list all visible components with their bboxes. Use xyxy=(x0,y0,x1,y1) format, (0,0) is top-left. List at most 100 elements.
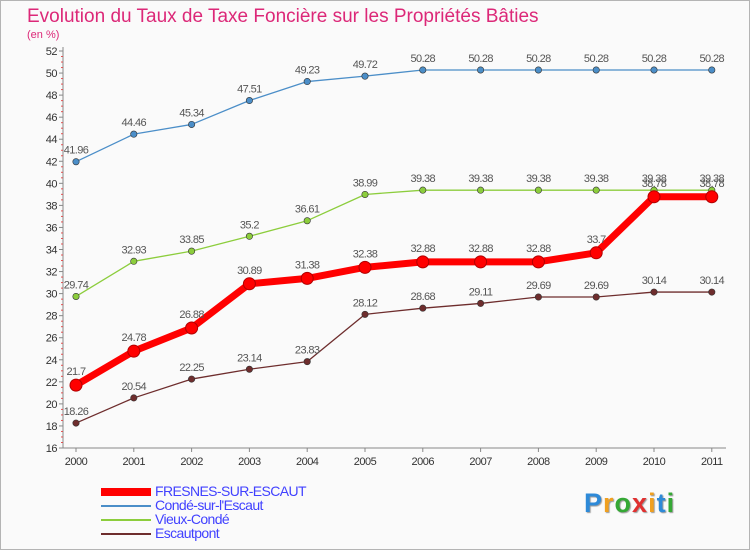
x-tick-label: 2005 xyxy=(354,456,377,468)
legend-swatch xyxy=(101,488,151,496)
y-tick-label: 42 xyxy=(46,156,58,168)
data-label: 30.89 xyxy=(237,265,262,277)
data-point xyxy=(69,378,83,392)
data-label: 32.88 xyxy=(468,243,493,255)
data-point xyxy=(361,310,369,318)
x-tick-label: 2007 xyxy=(469,456,492,468)
data-point xyxy=(245,232,253,240)
x-tick-label: 2003 xyxy=(238,456,261,468)
legend-item: Vieux-Condé xyxy=(101,511,401,527)
data-label: 32.38 xyxy=(353,248,378,260)
series-line-1 xyxy=(75,69,712,163)
data-point xyxy=(185,321,199,335)
data-point xyxy=(72,292,80,300)
data-point xyxy=(188,120,196,128)
data-label: 31.38 xyxy=(295,259,320,271)
data-label: 23.83 xyxy=(295,345,320,357)
data-point xyxy=(650,66,658,74)
data-point xyxy=(705,190,719,204)
legend-item: Escautpont xyxy=(101,525,401,541)
y-tick-label: 18 xyxy=(46,421,58,433)
data-label: 47.51 xyxy=(237,84,262,96)
y-tick-label: 40 xyxy=(46,178,58,190)
data-label: 50.28 xyxy=(642,53,667,65)
data-label: 30.14 xyxy=(700,275,725,287)
data-label: 23.14 xyxy=(237,352,262,364)
y-tick-label: 34 xyxy=(46,245,58,257)
data-label: 50.28 xyxy=(700,53,725,65)
data-label: 29.69 xyxy=(526,280,551,292)
data-label: 39.38 xyxy=(411,173,436,185)
data-label: 18.26 xyxy=(64,406,89,418)
data-label: 20.54 xyxy=(122,381,147,393)
legend-label: Condé-sur-l'Escaut xyxy=(155,497,263,513)
data-label: 50.28 xyxy=(526,53,551,65)
legend-swatch xyxy=(101,533,151,535)
data-point xyxy=(474,255,488,269)
data-label: 38.78 xyxy=(642,178,667,190)
data-point xyxy=(361,190,369,198)
data-label: 33.7 xyxy=(587,234,606,246)
data-point xyxy=(130,130,138,138)
data-label: 21.7 xyxy=(66,366,85,378)
y-tick-label: 48 xyxy=(46,90,58,102)
data-label: 39.38 xyxy=(700,173,725,185)
data-point xyxy=(188,375,196,383)
data-point xyxy=(531,255,545,269)
data-label: 39.38 xyxy=(468,173,493,185)
data-point xyxy=(419,186,427,194)
logo-letter: i xyxy=(666,488,676,518)
data-point xyxy=(534,186,542,194)
data-point xyxy=(361,72,369,80)
data-label: 50.28 xyxy=(584,53,609,65)
y-tick-label: 46 xyxy=(46,112,58,124)
y-tick-label: 30 xyxy=(46,289,58,301)
data-point xyxy=(647,190,661,204)
data-point xyxy=(589,246,603,260)
data-point xyxy=(245,97,253,105)
data-point xyxy=(303,78,311,86)
data-label: 41.96 xyxy=(64,145,89,157)
data-label: 28.12 xyxy=(353,297,378,309)
data-point xyxy=(534,66,542,74)
logo-letter: t xyxy=(656,488,667,518)
y-tick-label: 32 xyxy=(46,267,58,279)
data-point xyxy=(708,66,716,74)
y-tick-label: 16 xyxy=(46,443,58,455)
legend-label: Vieux-Condé xyxy=(155,511,230,527)
data-label: 30.14 xyxy=(642,275,667,287)
x-tick-label: 2001 xyxy=(123,456,146,468)
data-point xyxy=(592,66,600,74)
legend-item: FRESNES-SUR-ESCAUT xyxy=(101,483,401,499)
data-label: 32.93 xyxy=(122,244,147,256)
data-point xyxy=(300,271,314,285)
data-label: 24.78 xyxy=(122,332,147,344)
data-point xyxy=(419,304,427,312)
y-tick-label: 26 xyxy=(46,333,58,345)
logo-letter: i xyxy=(648,488,657,518)
data-label: 32.88 xyxy=(526,243,551,255)
legend-swatch xyxy=(101,505,151,507)
x-tick-label: 2004 xyxy=(296,456,319,468)
series-line-0 xyxy=(74,193,712,389)
y-axis-unit-label: (en %) xyxy=(27,29,60,41)
x-tick-label: 2006 xyxy=(412,456,435,468)
data-label: 36.61 xyxy=(295,204,320,216)
series-line-2 xyxy=(75,189,712,298)
x-tick-label: 2010 xyxy=(643,456,666,468)
y-tick-label: 38 xyxy=(46,200,58,212)
data-point xyxy=(477,299,485,307)
data-label: 45.34 xyxy=(179,107,204,119)
y-tick-label: 20 xyxy=(46,399,58,411)
legend-item: Condé-sur-l'Escaut xyxy=(101,497,401,513)
legend-label: Escautpont xyxy=(155,525,220,541)
y-tick-label: 24 xyxy=(46,355,58,367)
data-point xyxy=(127,344,141,358)
data-label: 50.28 xyxy=(411,53,436,65)
data-label: 39.38 xyxy=(526,173,551,185)
y-tick-label: 44 xyxy=(46,134,58,146)
data-point xyxy=(534,293,542,301)
data-label: 22.25 xyxy=(179,362,204,374)
y-tick-label: 52 xyxy=(46,46,58,58)
